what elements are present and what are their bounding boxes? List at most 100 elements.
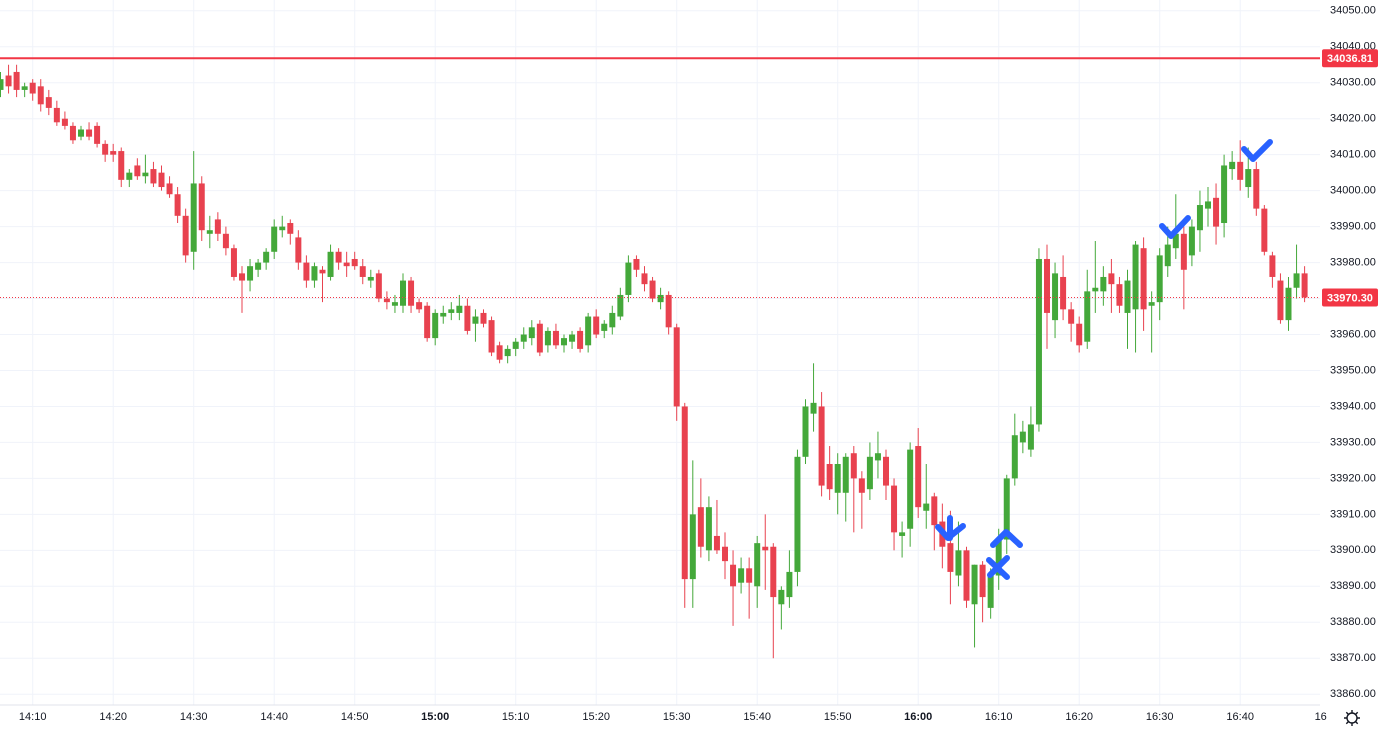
candle-body	[915, 446, 922, 508]
candle-body	[408, 280, 415, 306]
candle-body	[569, 334, 576, 342]
candle-body	[770, 546, 777, 598]
candle-body	[1068, 309, 1075, 324]
candle-body	[94, 125, 101, 144]
candle-body	[488, 320, 495, 353]
candle-body	[665, 294, 672, 328]
candle-body	[858, 478, 865, 493]
candle-body	[1205, 201, 1211, 209]
grid	[0, 0, 1322, 705]
y-tick-label: 34050.00	[1330, 5, 1376, 17]
candles	[0, 64, 1308, 659]
axes: 33860.00 33870.00 33880.00 33890.00 33900.00…	[19, 5, 1378, 723]
candle-body	[480, 312, 487, 324]
candle-body	[110, 151, 117, 155]
candle-body	[1269, 255, 1276, 277]
x-tick-label: 15:50	[824, 711, 852, 723]
candle-body	[142, 172, 149, 177]
x-tick-label: 14:30	[180, 711, 208, 723]
price-label-box	[1322, 49, 1378, 68]
price-label-box	[1322, 288, 1378, 307]
candle-body	[931, 496, 938, 526]
candle-body	[1011, 435, 1018, 479]
candle-body	[1229, 161, 1236, 170]
candle-body	[520, 334, 527, 342]
candle-body	[134, 165, 141, 177]
price-axis	[1320, 0, 1384, 705]
candle-body	[448, 309, 455, 313]
candle-body	[53, 107, 60, 123]
candle-body	[222, 233, 229, 249]
candle-body	[987, 575, 994, 608]
candle-body	[504, 348, 511, 357]
candle-body	[601, 323, 608, 331]
candle-body	[383, 298, 390, 303]
candle-body	[1076, 323, 1083, 346]
candle-body	[947, 543, 954, 572]
candle-body	[158, 172, 165, 188]
candle-body	[37, 86, 44, 105]
candle-body	[287, 223, 294, 234]
candle-body	[1196, 205, 1203, 231]
candle-body	[440, 312, 447, 317]
candle-body	[1277, 280, 1284, 321]
candle-body	[1092, 287, 1099, 292]
trade-marker	[987, 555, 1010, 578]
candle-body	[295, 237, 302, 263]
candle-body	[705, 507, 712, 551]
candle-body	[1132, 244, 1139, 310]
y-tick-label: 33990.00	[1330, 221, 1376, 233]
candle-body	[722, 546, 728, 562]
settings-button[interactable]	[1344, 710, 1360, 726]
trade-marker	[1159, 215, 1191, 239]
candle-body	[1237, 161, 1244, 180]
candle-body	[45, 97, 52, 108]
y-tick-label: 34030.00	[1330, 77, 1376, 89]
candle-body	[1245, 169, 1252, 188]
candle-body	[866, 456, 873, 490]
candle-body	[351, 258, 358, 267]
candle-body	[69, 125, 76, 141]
x-tick-label: 16:20	[1065, 711, 1093, 723]
candle-body	[850, 453, 857, 479]
candle-body	[1156, 255, 1163, 303]
candle-body	[496, 345, 503, 360]
candle-body	[126, 172, 133, 180]
candle-body	[786, 571, 793, 598]
y-tick-label: 33860.00	[1330, 688, 1376, 700]
candle-body	[182, 215, 189, 256]
candle-body	[907, 449, 914, 529]
candle-body	[802, 406, 809, 457]
candle-body	[472, 316, 479, 324]
candle-body	[166, 183, 173, 195]
candle-body	[1084, 291, 1091, 342]
candle-body	[1060, 276, 1067, 310]
candle-body	[0, 79, 4, 90]
candle-body	[955, 550, 962, 576]
candle-body	[29, 82, 36, 94]
candle-body	[512, 341, 519, 349]
candle-body	[206, 230, 213, 234]
candle-body	[1027, 424, 1034, 450]
candle-body	[1019, 431, 1026, 443]
candle-body	[400, 280, 406, 306]
candle-body	[842, 456, 849, 493]
candle-body	[118, 151, 125, 180]
candle-body	[971, 564, 978, 605]
candle-body	[198, 183, 205, 231]
candle-body	[641, 273, 648, 285]
x-tick-label: 16	[1315, 711, 1327, 723]
settings-icon[interactable]	[1344, 710, 1360, 726]
x-tick-label: 16:10	[985, 711, 1013, 723]
y-tick-label: 33950.00	[1330, 364, 1376, 376]
candle-body	[625, 262, 632, 295]
candle-body	[102, 143, 109, 155]
candle-body	[552, 330, 559, 346]
price-label: 33970.30	[1327, 292, 1373, 304]
candle-body	[778, 589, 785, 605]
candle-body	[367, 276, 374, 281]
x-tick-label: 14:40	[260, 711, 288, 723]
candle-body	[899, 532, 906, 536]
candle-body	[995, 539, 1002, 576]
candle-body	[456, 305, 463, 313]
